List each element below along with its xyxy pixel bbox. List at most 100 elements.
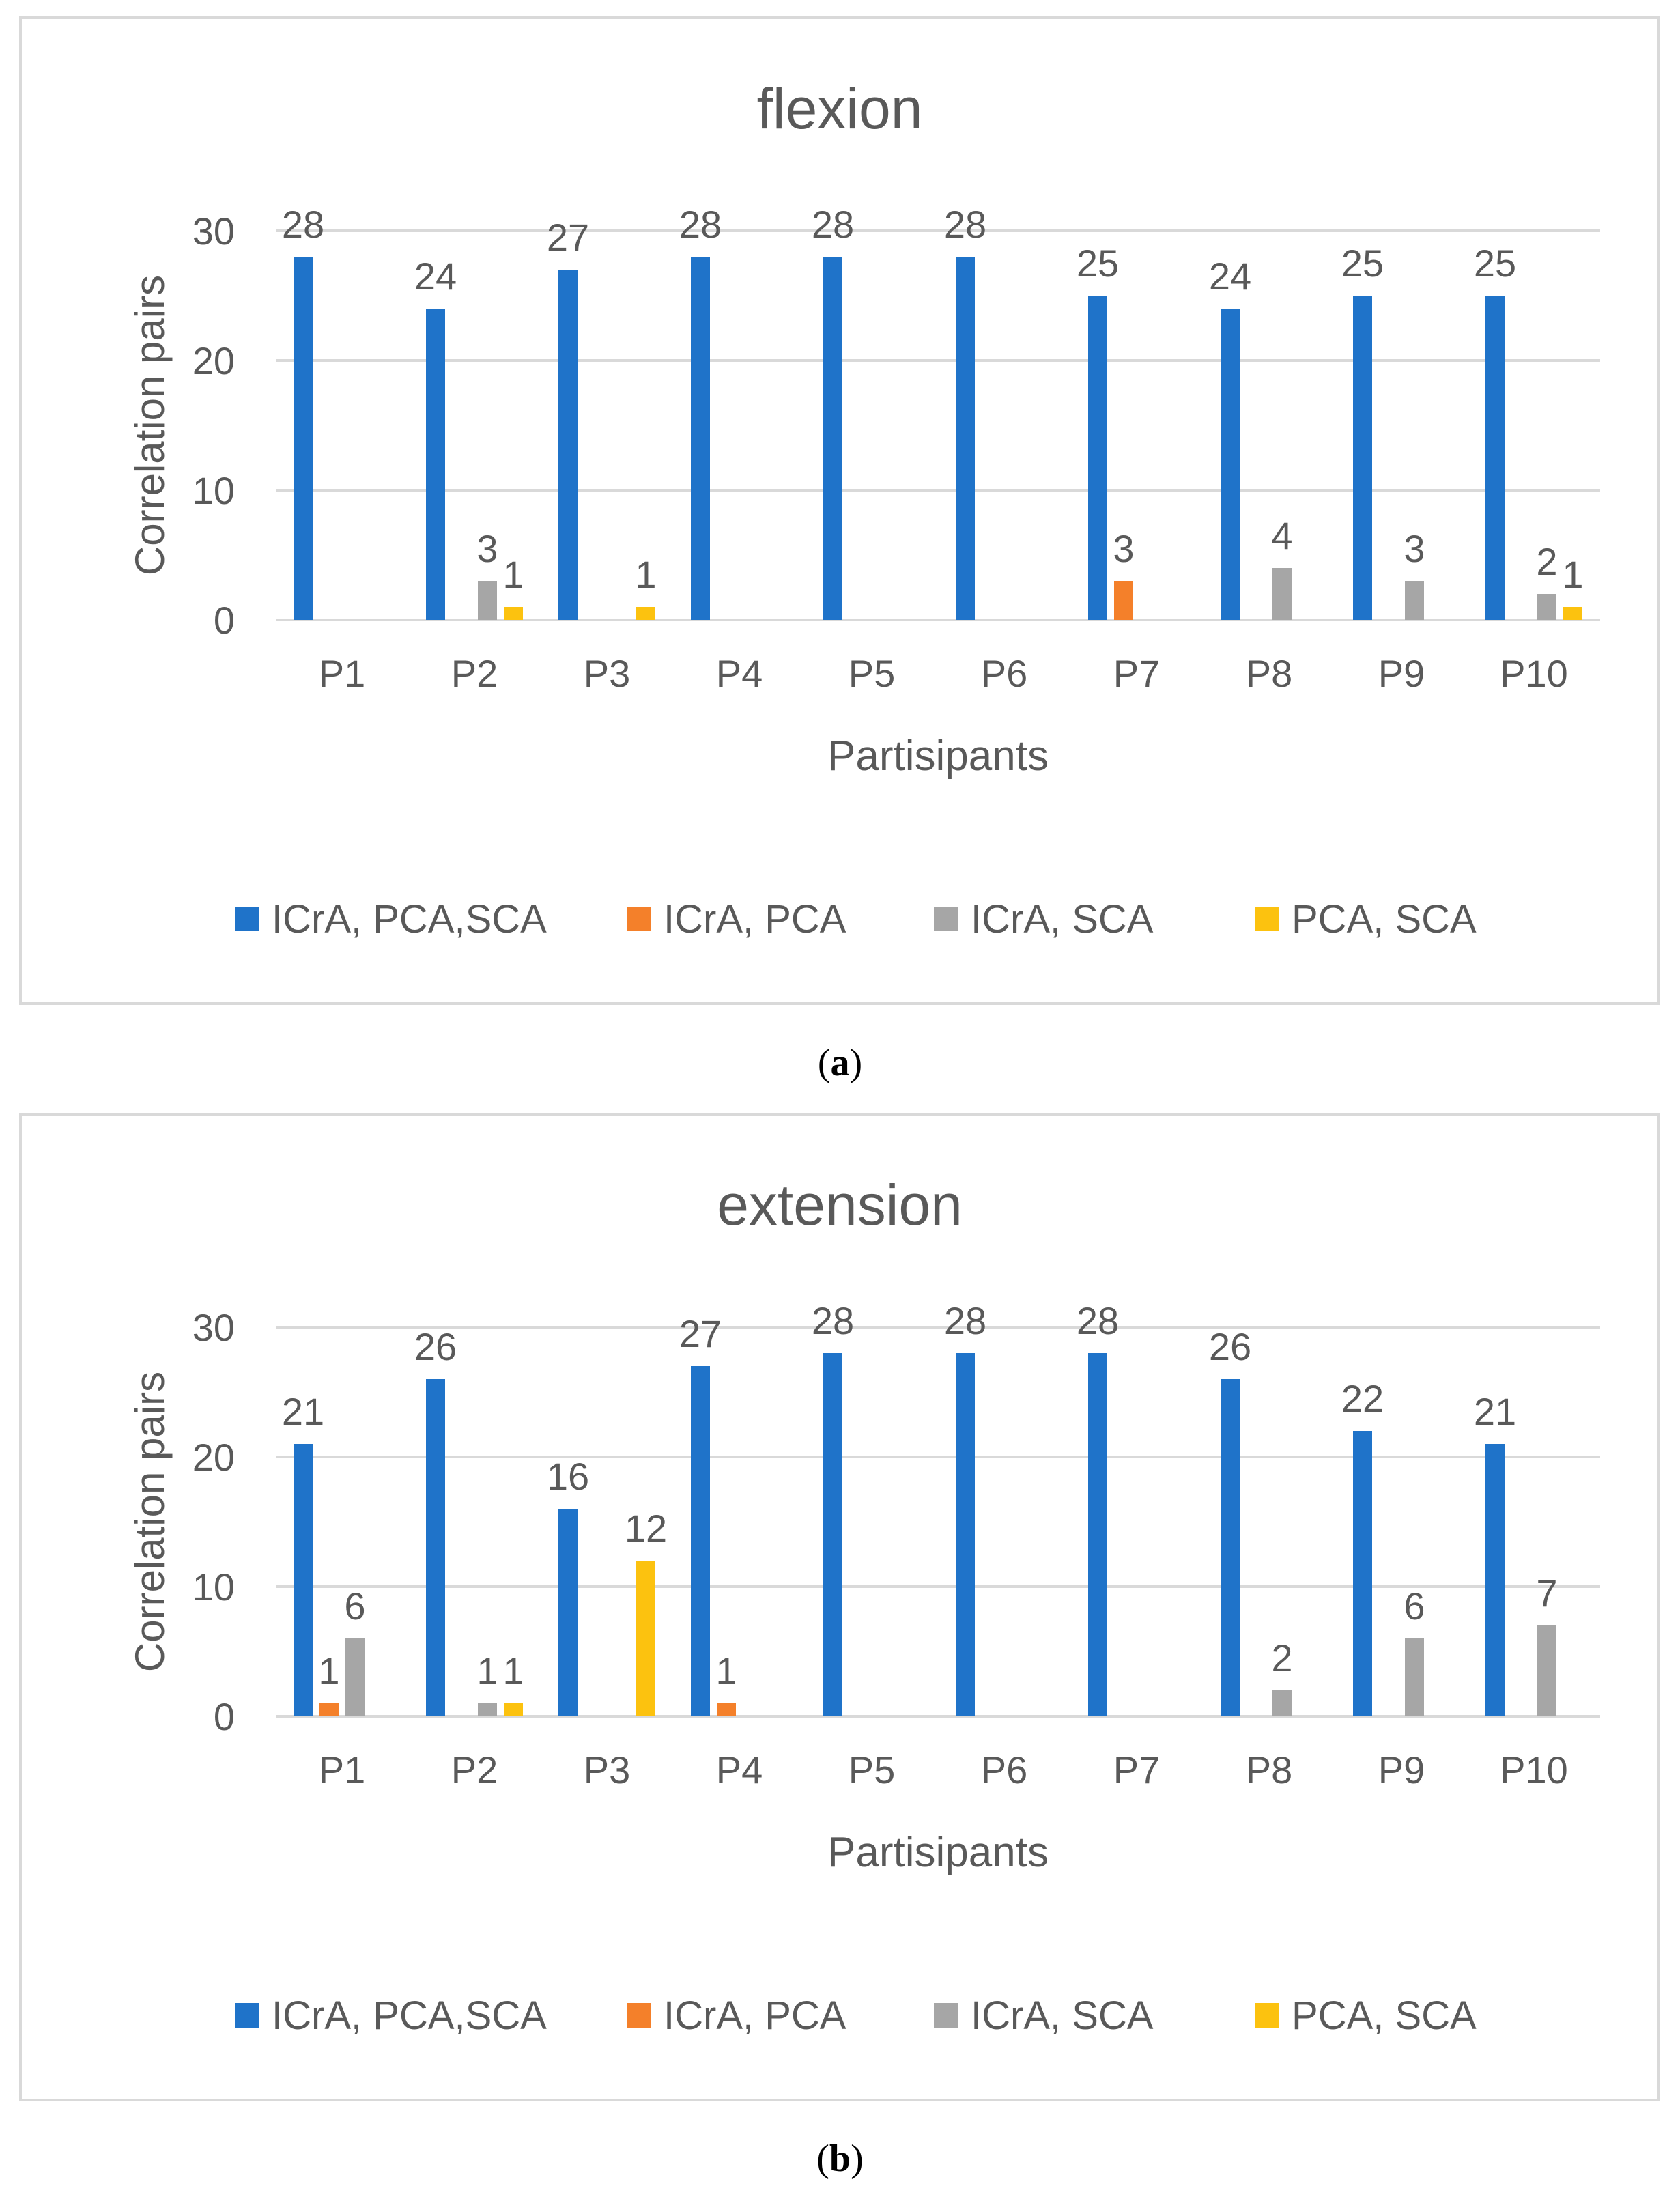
flexion-xtick-p8: P8 (1246, 652, 1293, 695)
extension-bar-p8-s1 (1221, 1379, 1240, 1716)
extension-data-label-p1-s1: 21 (282, 1390, 324, 1433)
extension-data-label-p10-s1: 21 (1474, 1390, 1516, 1433)
extension-data-label-p10-s3: 7 (1536, 1572, 1557, 1615)
extension-legend-swatch-1 (235, 2003, 259, 2028)
flexion-bar-p2-s1 (426, 309, 445, 620)
flexion-ytick-30: 30 (193, 210, 235, 253)
extension-data-label-p4-s1: 27 (679, 1312, 722, 1355)
flexion-data-label-p9-s1: 25 (1341, 242, 1384, 285)
extension-data-label-p5-s1: 28 (812, 1299, 854, 1342)
extension-bar-p1-s1 (294, 1444, 313, 1716)
extension-xlabel: Partisipants (827, 1829, 1049, 1876)
flexion-legend-label-2: ICrA, PCA (664, 897, 846, 941)
flexion-data-label-p10-s4: 1 (1562, 553, 1583, 596)
extension-legend-label-3: ICrA, SCA (971, 1993, 1154, 2038)
flexion-title: flexion (757, 76, 923, 141)
flexion-data-label-p3-s1: 27 (547, 216, 589, 259)
flexion-xlabel: Partisipants (827, 733, 1049, 780)
extension-bar-p9-s3 (1405, 1638, 1424, 1716)
figure-caption-a: (a) (817, 1042, 863, 1084)
flexion-bar-p9-s1 (1353, 296, 1372, 620)
extension-xtick-p5: P5 (849, 1748, 896, 1791)
flexion-bar-p1-s1 (294, 257, 313, 620)
flexion-ytick-0: 0 (214, 599, 235, 642)
extension-data-label-p2-s3: 1 (476, 1649, 498, 1692)
extension-xtick-p8: P8 (1246, 1748, 1293, 1791)
flexion-data-label-p2-s3: 3 (476, 527, 498, 570)
flexion-data-label-p10-s1: 25 (1474, 242, 1516, 285)
flexion-legend-swatch-4 (1255, 907, 1279, 931)
flexion-data-label-p7-s1: 25 (1077, 242, 1119, 285)
extension-ytick-20: 20 (193, 1436, 235, 1479)
chart-panel-extension: extension 0 10 20 30 Correlation pairs P1 21 1 6 P… (19, 1113, 1660, 2101)
flexion-data-label-p9-s3: 3 (1404, 527, 1425, 570)
extension-legend-label-1: ICrA, PCA,SCA (272, 1993, 547, 2038)
extension-bar-p4-s2 (717, 1703, 736, 1716)
extension-data-label-p1-s3: 6 (344, 1585, 365, 1628)
flexion-bar-p2-s3 (478, 581, 497, 620)
flexion-bar-p8-s3 (1272, 568, 1292, 620)
flexion-legend-label-4: PCA, SCA (1292, 897, 1477, 941)
extension-data-label-p3-s1: 16 (547, 1455, 589, 1498)
flexion-bar-p7-s1 (1088, 296, 1107, 620)
flexion-data-label-p2-s1: 24 (414, 255, 457, 298)
extension-bar-p1-s3 (345, 1638, 365, 1716)
extension-data-label-p6-s1: 28 (944, 1299, 986, 1342)
flexion-xtick-p7: P7 (1113, 652, 1161, 695)
extension-data-label-p4-s2: 1 (715, 1649, 737, 1692)
flexion-xtick-p3: P3 (584, 652, 631, 695)
flexion-bar-p10-s1 (1485, 296, 1505, 620)
flexion-bar-p7-s2 (1114, 581, 1133, 620)
flexion-legend-swatch-2 (627, 907, 651, 931)
extension-legend-swatch-3 (934, 2003, 958, 2028)
flexion-bar-p3-s1 (558, 270, 578, 620)
flexion-data-label-p7-s2: 3 (1113, 527, 1134, 570)
flexion-bar-p2-s4 (504, 607, 523, 620)
flexion-data-label-p8-s3: 4 (1271, 514, 1292, 557)
extension-bar-p10-s1 (1485, 1444, 1505, 1716)
extension-xtick-p1: P1 (319, 1748, 366, 1791)
flexion-xtick-p10: P10 (1500, 652, 1568, 695)
extension-data-label-p7-s1: 28 (1077, 1299, 1119, 1342)
extension-bar-p2-s1 (426, 1379, 445, 1716)
caption-letter-a: a (830, 1042, 850, 1084)
extension-bar-p5-s1 (823, 1353, 842, 1716)
flexion-data-label-p6-s1: 28 (944, 203, 986, 246)
flexion-data-label-p5-s1: 28 (812, 203, 854, 246)
flexion-data-label-p8-s1: 24 (1209, 255, 1251, 298)
flexion-legend-swatch-1 (235, 907, 259, 931)
extension-title: extension (717, 1173, 963, 1237)
flexion-bar-p10-s3 (1537, 594, 1556, 620)
flexion-bar-p9-s3 (1405, 581, 1424, 620)
extension-bar-p6-s1 (956, 1353, 975, 1716)
flexion-bar-p8-s1 (1221, 309, 1240, 620)
extension-xtick-p10: P10 (1500, 1748, 1568, 1791)
caption-letter-b: b (829, 2138, 851, 2180)
flexion-ylabel: Correlation pairs (127, 275, 173, 576)
flexion-data-label-p1-s1: 28 (282, 203, 324, 246)
flexion-data-label-p4-s1: 28 (679, 203, 722, 246)
flexion-xtick-p5: P5 (849, 652, 896, 695)
extension-bar-p9-s1 (1353, 1431, 1372, 1716)
extension-legend-label-2: ICrA, PCA (664, 1993, 846, 2038)
extension-xtick-p6: P6 (981, 1748, 1028, 1791)
extension-ylabel: Correlation pairs (127, 1372, 173, 1672)
flexion-data-label-p3-s4: 1 (635, 553, 656, 596)
flexion-xtick-p4: P4 (716, 652, 763, 695)
extension-ytick-30: 30 (193, 1306, 235, 1349)
flexion-ytick-10: 10 (193, 469, 235, 512)
extension-bar-p2-s3 (478, 1703, 497, 1716)
flexion-xtick-p1: P1 (319, 652, 366, 695)
extension-xtick-p3: P3 (584, 1748, 631, 1791)
flexion-xtick-p9: P9 (1378, 652, 1425, 695)
extension-bar-p3-s1 (558, 1509, 578, 1716)
extension-data-label-p8-s1: 26 (1209, 1325, 1251, 1368)
chart-panel-flexion: flexion 0 10 20 30 Correlation pairs P1 28 P2 24 3… (19, 16, 1660, 1005)
extension-bar-p8-s3 (1272, 1690, 1292, 1716)
flexion-legend-label-3: ICrA, SCA (971, 897, 1154, 941)
extension-data-label-p3-s4: 12 (625, 1507, 667, 1550)
extension-bar-p2-s4 (504, 1703, 523, 1716)
flexion-data-label-p10-s3: 2 (1536, 540, 1557, 583)
